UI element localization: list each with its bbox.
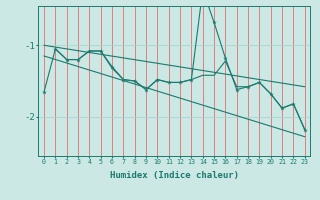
- X-axis label: Humidex (Indice chaleur): Humidex (Indice chaleur): [110, 171, 239, 180]
